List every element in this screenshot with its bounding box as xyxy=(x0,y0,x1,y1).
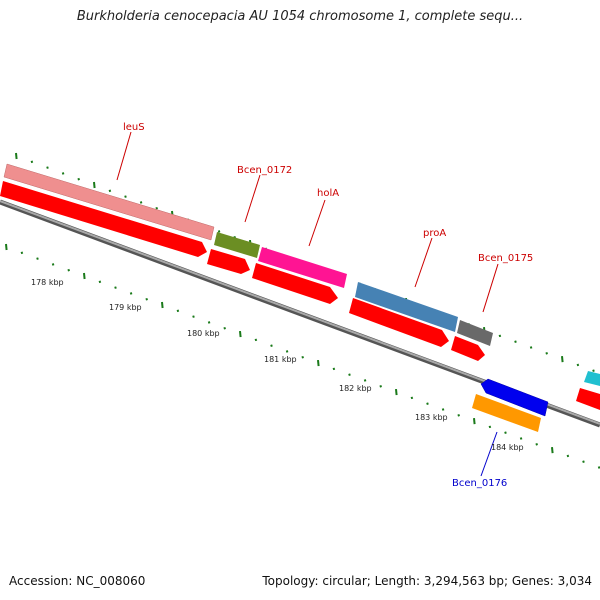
tick-mark xyxy=(332,367,336,371)
scale-label: 182 kbp xyxy=(339,384,372,393)
cds-Bcen_0175[interactable] xyxy=(451,336,485,361)
tick-mark xyxy=(98,280,102,284)
map-title: Burkholderia cenocepacia AU 1054 chromos… xyxy=(76,9,524,24)
scale-label: 178 kbp xyxy=(31,278,64,287)
gene-Bcen_0175[interactable] xyxy=(457,320,493,346)
scale-label: 184 kbp xyxy=(491,443,524,452)
tick-mark xyxy=(192,315,195,318)
tick-mark xyxy=(114,286,117,289)
tick-mark xyxy=(15,152,18,160)
gene-Bcen_0176[interactable] xyxy=(480,378,549,417)
tick-mark xyxy=(83,272,86,280)
tick-mark xyxy=(51,263,55,266)
tick-mark xyxy=(410,396,414,400)
tick-mark xyxy=(254,338,258,342)
tick-mark xyxy=(473,417,476,425)
label-Bcen_0176[interactable]: Bcen_0176 xyxy=(452,478,507,489)
tick-mark xyxy=(519,437,523,440)
tick-mark xyxy=(5,243,8,251)
genome-summary: Topology: circular; Length: 3,294,563 bp… xyxy=(262,574,592,588)
tick-mark xyxy=(67,268,70,272)
tick-mark xyxy=(363,379,367,382)
tick-mark xyxy=(161,301,164,309)
tick-mark xyxy=(285,350,289,353)
tick-mark xyxy=(488,425,492,429)
tick-mark xyxy=(124,195,127,198)
label-Bcen_0175[interactable]: Bcen_0175 xyxy=(478,253,533,264)
tick-mark xyxy=(529,346,533,349)
tick-mark xyxy=(597,466,600,469)
scale-label: 179 kbp xyxy=(109,303,142,312)
tick-mark xyxy=(270,344,273,347)
accession-label: Accession: NC_008060 xyxy=(9,574,146,588)
tick-mark xyxy=(217,230,221,233)
scale-label: 180 kbp xyxy=(187,329,220,338)
tick-mark xyxy=(301,355,304,359)
tick-mark xyxy=(551,447,554,454)
gene-proA[interactable] xyxy=(355,282,458,332)
tick-mark xyxy=(426,402,429,405)
tick-mark xyxy=(239,330,242,338)
cds-Bcen_0176-orange[interactable] xyxy=(472,394,541,432)
tick-mark xyxy=(30,160,34,164)
gene-holA[interactable] xyxy=(258,247,347,288)
inner-tick-track xyxy=(5,243,600,469)
gene-leuS[interactable] xyxy=(3,163,215,241)
tick-mark xyxy=(108,189,112,193)
tick-mark xyxy=(576,363,580,367)
tick-mark xyxy=(582,460,585,464)
label-Bcen_0172[interactable]: Bcen_0172 xyxy=(237,165,292,176)
cds-partial-red[interactable] xyxy=(576,388,600,410)
gene-Bcen_0172[interactable] xyxy=(214,232,260,258)
tick-mark xyxy=(504,431,507,434)
tick-mark xyxy=(93,181,96,189)
tick-mark xyxy=(155,206,158,210)
label-proA[interactable]: proA xyxy=(423,228,446,239)
tick-mark xyxy=(395,388,398,396)
cds-Bcen_0172[interactable] xyxy=(207,249,250,274)
label-leuS[interactable]: leuS xyxy=(123,122,145,133)
tick-mark xyxy=(566,454,570,458)
tick-mark xyxy=(223,326,226,330)
tick-mark xyxy=(561,356,564,363)
tick-mark xyxy=(498,334,502,338)
tick-mark xyxy=(139,201,143,204)
tick-mark xyxy=(61,172,65,175)
tick-mark xyxy=(545,352,548,355)
tick-mark xyxy=(592,369,595,373)
tick-mark xyxy=(441,408,445,411)
tick-mark xyxy=(20,251,24,255)
tick-mark xyxy=(348,373,351,376)
label-holA[interactable]: holA xyxy=(317,188,339,199)
cds-proA[interactable] xyxy=(349,298,449,347)
cds-holA[interactable] xyxy=(252,263,338,304)
label-leaders xyxy=(116,131,499,477)
tick-mark xyxy=(129,292,133,295)
tick-mark xyxy=(176,309,180,313)
tick-mark xyxy=(46,166,49,169)
cds-leuS[interactable] xyxy=(0,181,207,257)
tick-mark xyxy=(379,384,382,388)
tick-mark xyxy=(457,414,460,417)
gene-partial-cyan[interactable] xyxy=(584,371,600,386)
tick-mark xyxy=(535,443,538,446)
scale-label: 183 kbp xyxy=(415,413,448,422)
scale-label: 181 kbp xyxy=(264,355,297,364)
tick-mark xyxy=(77,177,80,181)
tick-mark xyxy=(36,257,39,260)
tick-mark xyxy=(514,340,517,343)
tick-mark xyxy=(317,359,320,367)
tick-mark xyxy=(145,297,148,301)
tick-mark xyxy=(207,321,211,324)
